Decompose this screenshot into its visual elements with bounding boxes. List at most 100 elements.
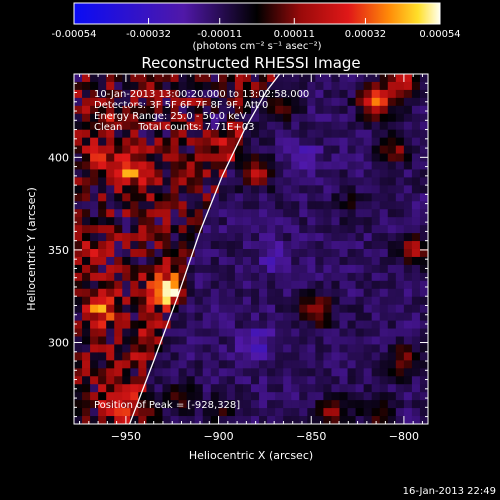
heatmap-cell <box>403 74 413 83</box>
heatmap-cell <box>419 169 428 178</box>
heatmap-cell <box>226 368 236 377</box>
heatmap-cell <box>403 416 413 424</box>
heatmap-cell <box>339 304 348 314</box>
heatmap-cell <box>82 320 91 329</box>
heatmap-cell <box>106 288 115 298</box>
heatmap-cell <box>234 145 244 154</box>
heatmap-cell <box>403 392 413 401</box>
heatmap-cell <box>387 137 397 146</box>
heatmap-cell <box>355 105 365 115</box>
heatmap-cell <box>419 97 428 107</box>
heatmap-cell <box>74 137 83 146</box>
heatmap-cell <box>283 105 292 115</box>
heatmap-cell <box>339 185 348 194</box>
heatmap-cell <box>403 225 413 234</box>
heatmap-cell <box>218 400 228 409</box>
heatmap-cell <box>146 256 155 266</box>
heatmap-cell <box>122 241 131 250</box>
heatmap-cell <box>114 225 123 234</box>
heatmap-cell <box>323 153 332 162</box>
heatmap-cell <box>98 105 107 115</box>
heatmap-cell <box>202 113 212 123</box>
heatmap-cell <box>395 344 405 353</box>
heatmap-cell <box>251 320 260 329</box>
heatmap-cell <box>234 169 244 178</box>
heatmap-cell <box>347 105 356 115</box>
heatmap-cell <box>259 185 268 194</box>
heatmap-cell <box>283 129 292 139</box>
heatmap-cell <box>315 408 324 417</box>
heatmap-cell <box>122 328 131 337</box>
heatmap-cell <box>74 105 83 115</box>
colorbar-tick-label: -0.00054 <box>52 29 97 40</box>
heatmap-cell <box>275 352 284 361</box>
heatmap-cell <box>315 376 324 385</box>
heatmap-cell <box>82 153 91 162</box>
heatmap-cell <box>98 392 107 401</box>
heatmap-cell <box>202 360 212 369</box>
heatmap-cell <box>299 145 308 154</box>
heatmap-cell <box>299 97 308 107</box>
heatmap-cell <box>323 74 332 83</box>
heatmap-cell <box>347 169 356 178</box>
heatmap-cell <box>347 201 356 210</box>
heatmap-cell <box>355 376 365 385</box>
heatmap-cell <box>251 89 260 99</box>
heatmap-cell <box>234 217 244 226</box>
heatmap-cell <box>315 368 324 377</box>
heatmap-cell <box>202 97 212 107</box>
heatmap-cell <box>339 376 348 385</box>
heatmap-cell <box>299 352 308 361</box>
heatmap-cell <box>331 384 340 393</box>
heatmap-cell <box>379 89 389 99</box>
heatmap-cell <box>82 89 91 99</box>
heatmap-cell <box>226 185 236 194</box>
heatmap-cell <box>242 264 252 274</box>
heatmap-cell <box>162 113 171 123</box>
heatmap-cell <box>411 113 421 123</box>
heatmap-cell <box>379 256 389 266</box>
heatmap-cell <box>162 376 171 385</box>
heatmap-cell <box>283 392 292 401</box>
heatmap-cell <box>259 408 268 417</box>
heatmap-cell <box>234 249 244 258</box>
heatmap-cell <box>170 201 179 210</box>
heatmap-cell <box>363 264 373 274</box>
heatmap-cell <box>379 408 389 417</box>
heatmap-cell <box>339 169 348 178</box>
heatmap-cell <box>259 376 268 385</box>
heatmap-cell <box>122 408 131 417</box>
heatmap-cell <box>379 368 389 377</box>
heatmap-cell <box>170 344 179 353</box>
heatmap-cell <box>411 81 421 91</box>
heatmap-cell <box>154 233 163 242</box>
heatmap-cell <box>122 256 131 266</box>
heatmap-cell <box>291 129 300 139</box>
heatmap-cell <box>170 304 179 314</box>
heatmap-cell <box>339 320 348 329</box>
heatmap-cell <box>347 256 356 266</box>
heatmap-cell <box>218 296 228 306</box>
heatmap-cell <box>194 312 204 321</box>
heatmap-cell <box>90 217 99 226</box>
heatmap-cell <box>202 272 212 282</box>
heatmap-cell <box>162 193 171 202</box>
heatmap-cell <box>122 153 131 162</box>
heatmap-cell <box>371 376 381 385</box>
heatmap-cell <box>299 400 308 409</box>
heatmap-cell <box>162 328 171 337</box>
heatmap-cell <box>74 97 83 107</box>
heatmap-cell <box>291 296 300 306</box>
heatmap-cell <box>339 368 348 377</box>
heatmap-cell <box>291 161 300 170</box>
heatmap-cell <box>291 384 300 393</box>
heatmap-cell <box>323 392 332 401</box>
x-tick-label: −850 <box>296 430 326 443</box>
heatmap-cell <box>299 408 308 417</box>
heatmap-cell <box>202 153 212 162</box>
heatmap-cell <box>275 129 284 139</box>
heatmap-cell <box>259 177 268 186</box>
heatmap-cell <box>138 400 147 409</box>
heatmap-cell <box>234 193 244 202</box>
heatmap-cell <box>218 376 228 385</box>
